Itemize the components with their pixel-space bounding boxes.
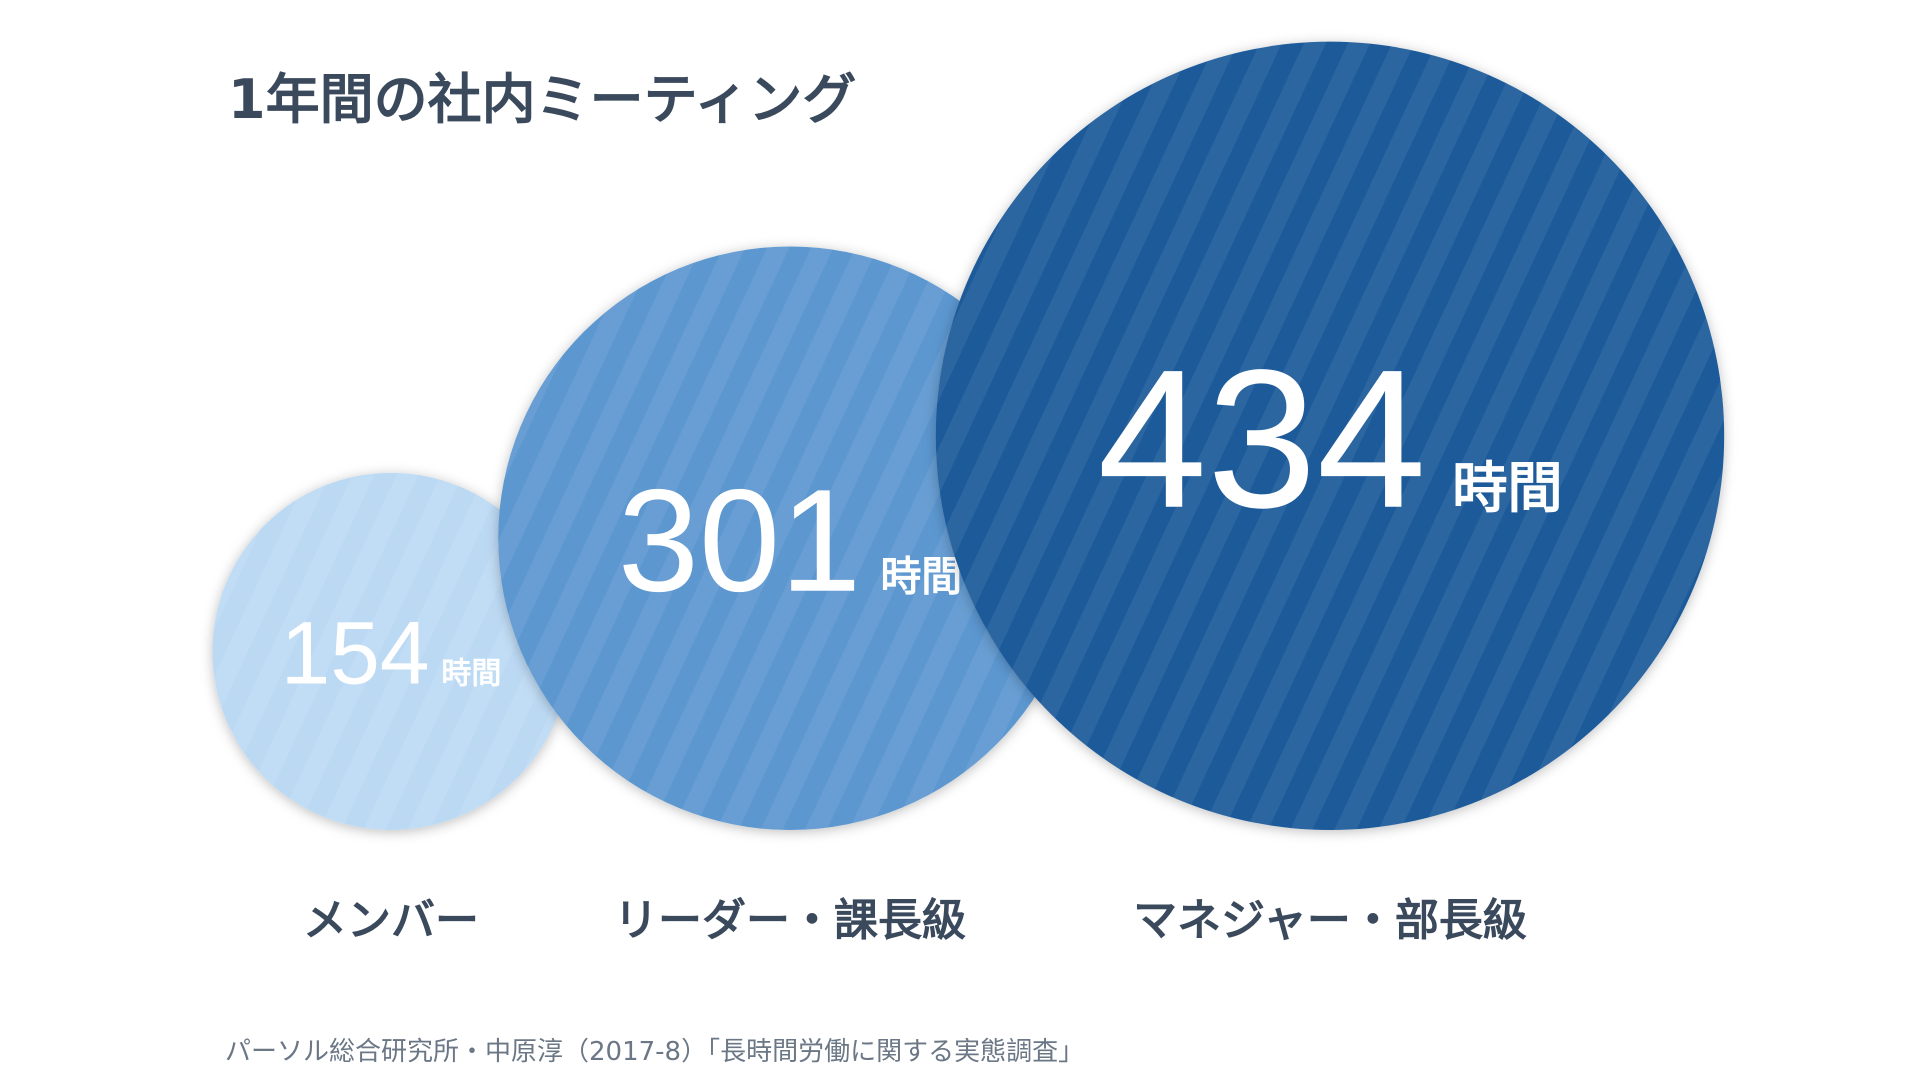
value-label: 434 <box>1097 329 1426 549</box>
category-label: マネジャー・部長級 <box>1133 895 1527 946</box>
bubble-stripes <box>935 41 1725 830</box>
bubble-stripes <box>498 246 1082 831</box>
value-label: 301 <box>618 459 861 622</box>
value-label: 154 <box>281 603 430 703</box>
unit-label: 時間 <box>1452 457 1562 521</box>
chart-title: 1年間の社内ミーティング <box>228 68 856 131</box>
unit-label: 時間 <box>441 657 501 692</box>
category-label: メンバー <box>303 895 479 946</box>
source-note: パーソル総合研究所・中原淳（2017-8）「長時間労働に関する実態調査」 <box>225 1037 1084 1067</box>
unit-label: 時間 <box>880 553 962 601</box>
category-label: リーダー・課長級 <box>614 895 966 946</box>
bubble-stripes <box>212 472 570 830</box>
